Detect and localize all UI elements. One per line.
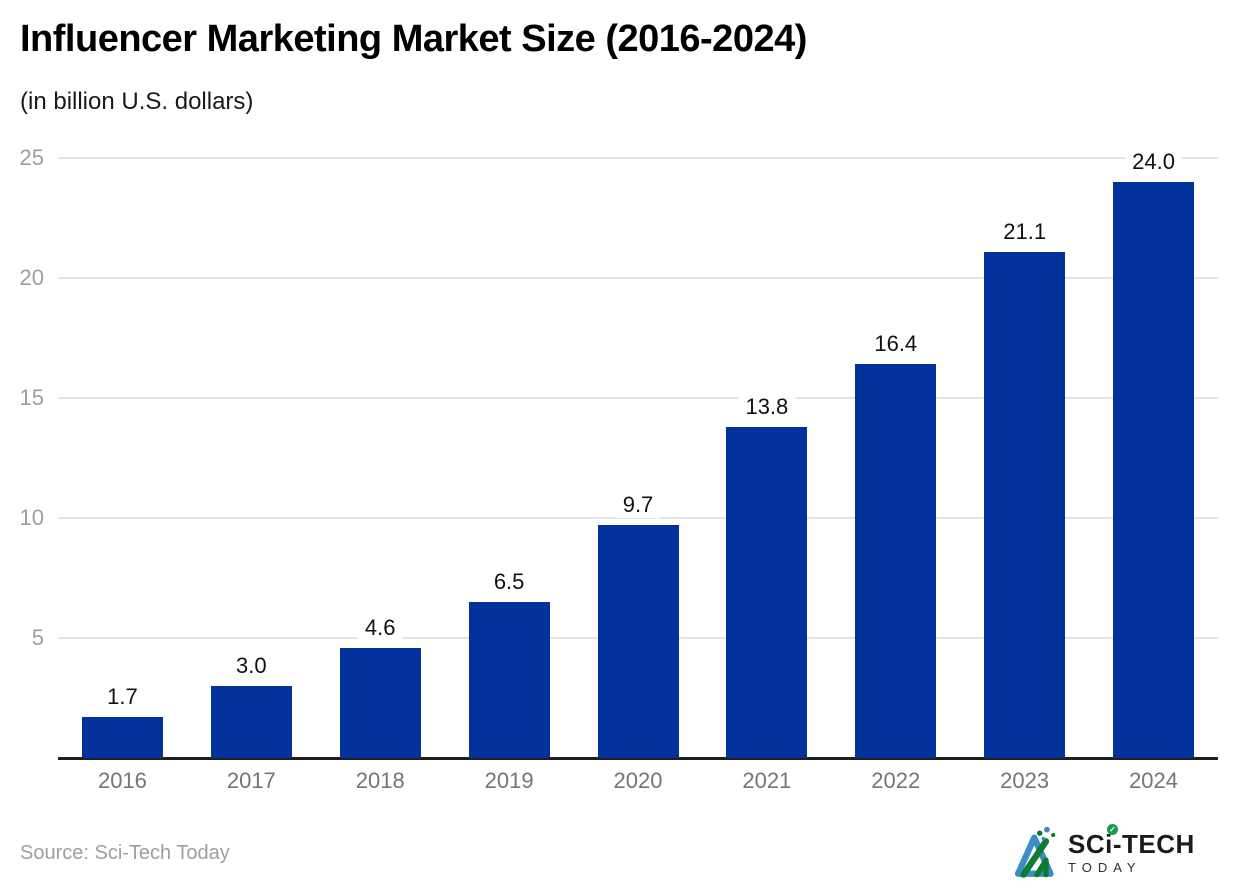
x-tick-label-2021: 2021 xyxy=(742,768,792,793)
logo-wordmark: SCi-TECH xyxy=(1068,829,1195,859)
bar-value-label-2017: 3.0 xyxy=(229,653,274,679)
sci-tech-today-logo: SCi-TECH ✓ TODAY xyxy=(1010,822,1210,884)
bar-2019 xyxy=(468,602,550,758)
x-axis-line xyxy=(58,757,1218,760)
y-tick-label-25: 25 xyxy=(19,145,44,170)
logo-check-icon: ✓ xyxy=(1107,824,1118,835)
x-tick-label-2020: 2020 xyxy=(613,768,663,793)
x-tick-label-2017: 2017 xyxy=(226,768,276,793)
gridline-20 xyxy=(58,277,1218,279)
x-tick-label-2019: 2019 xyxy=(484,768,534,793)
bar-value-label-2024: 24.0 xyxy=(1125,149,1182,175)
y-tick-label-5: 5 xyxy=(31,625,44,650)
x-axis-tick-labels: 2016 2017 2018 2019 2020 2021 2022 2023 2024 xyxy=(58,768,1218,798)
bar-2021 xyxy=(726,426,808,758)
bar-chart-plot-area: 1.7 3.0 4.6 6.5 9.7 13.8 16.4 21.1 24.0 xyxy=(58,149,1218,760)
chart-title: Influencer Marketing Market Size (2016-2… xyxy=(20,18,807,60)
bar-value-label-2018: 4.6 xyxy=(357,614,403,641)
x-tick-label-2024: 2024 xyxy=(1129,768,1179,793)
logo-subtext: TODAY xyxy=(1068,860,1142,875)
bar-2022 xyxy=(855,364,937,758)
gridline-15 xyxy=(58,397,1218,399)
gridline-25 xyxy=(58,157,1218,159)
bar-2018 xyxy=(339,647,421,758)
bar-2016 xyxy=(81,717,163,758)
logo-text: SCi-TECH ✓ TODAY xyxy=(1068,824,1195,876)
bar-2017 xyxy=(210,686,292,758)
source-text: Source: Sci-Tech Today xyxy=(20,842,230,864)
x-tick-label-2023: 2023 xyxy=(1000,768,1050,793)
y-tick-label-15: 15 xyxy=(19,385,44,410)
bar-value-label-2021: 13.8 xyxy=(738,393,796,420)
bar-value-label-2022: 16.4 xyxy=(867,331,925,358)
bar-value-label-2020: 9.7 xyxy=(615,492,661,519)
x-tick-label-2018: 2018 xyxy=(355,768,405,793)
chart-subtitle: (in billion U.S. dollars) xyxy=(20,88,254,115)
bar-2020 xyxy=(597,525,679,758)
x-tick-label-2016: 2016 xyxy=(97,768,147,793)
bar-2024 xyxy=(1113,182,1195,758)
bar-value-label-2016: 1.7 xyxy=(100,684,145,711)
bar-value-label-2023: 21.1 xyxy=(996,218,1054,245)
bar-2023 xyxy=(984,251,1066,758)
y-axis-tick-labels: 5 10 15 20 25 xyxy=(0,145,44,758)
y-tick-label-20: 20 xyxy=(19,265,44,290)
sci-tech-logo-mark-icon xyxy=(1014,826,1056,878)
y-tick-label-10: 10 xyxy=(19,505,44,530)
bar-value-label-2019: 6.5 xyxy=(486,569,532,595)
x-tick-label-2022: 2022 xyxy=(871,768,921,793)
